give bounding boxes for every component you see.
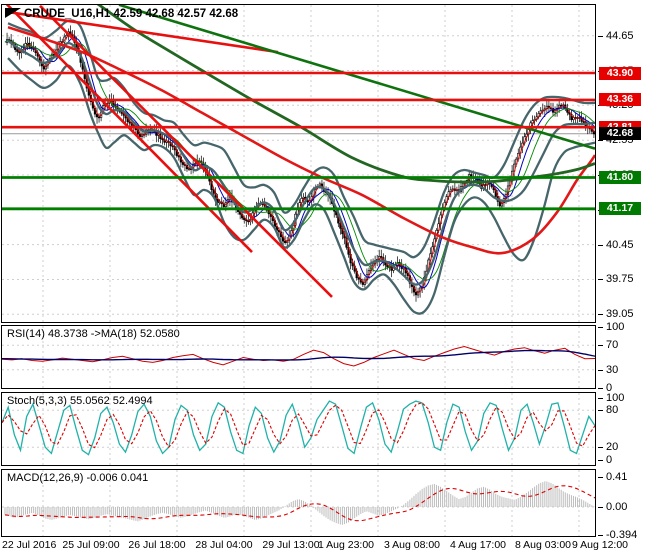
stoch-tick-dash [598, 410, 603, 411]
price-tick: 39.05 [606, 308, 634, 320]
price-tick-dash [598, 245, 603, 246]
chart-title: CRUDE_U16,H1 42.59 42.68 42.57 42.68 [24, 8, 239, 20]
macd-label: MACD(12,26,9) -0.006 0.041 [7, 472, 149, 484]
stoch-k-line [2, 400, 595, 456]
macd-tick-dash [598, 535, 603, 536]
stoch-d-line [2, 402, 595, 449]
rsi-tick-dash [598, 327, 603, 328]
support-resistance-lines[interactable] [2, 71, 595, 211]
macd-canvas[interactable] [2, 470, 595, 536]
rsi-tick: 100 [606, 321, 625, 333]
price-tick: 44.65 [606, 30, 634, 42]
macd-tick-dash [598, 477, 603, 478]
stochastic-label: Stoch(5,3,3) 55.0562 52.4994 [7, 395, 153, 407]
grid [2, 393, 595, 465]
stoch-tick: 80 [606, 404, 619, 416]
macd-tick: 0.00 [606, 501, 628, 513]
macd-panel[interactable]: MACD(12,26,9) -0.006 0.041 [1, 469, 596, 537]
stoch-tick-dash [598, 447, 603, 448]
macd-signal-line [4, 485, 595, 522]
stoch-tick-dash [598, 460, 603, 461]
price-tick-dash [598, 314, 603, 315]
grid [2, 470, 595, 536]
price-tick-dash [598, 279, 603, 280]
price-level-badge: 43.90 [599, 67, 641, 80]
stoch-tick: 20 [606, 441, 619, 453]
symbol-marker-icon [5, 8, 21, 18]
time-axis-label: 4 Aug 17:00 [449, 539, 507, 551]
time-axis-label: 29 Jul 13:00 [262, 539, 320, 551]
price-tick: 39.75 [606, 273, 634, 285]
macd-tick: 0.41 [606, 471, 628, 483]
price-tick-dash [598, 140, 603, 141]
rsi-ma-line [2, 349, 595, 361]
price-chart-canvas[interactable] [2, 5, 595, 322]
price-level-badge: 41.17 [599, 202, 641, 215]
macd-tick: -0.394 [606, 529, 638, 541]
stoch-tick-dash [598, 398, 603, 399]
stochastic-canvas[interactable] [2, 393, 595, 465]
rsi-tick: 70 [606, 339, 619, 351]
rsi-tick-dash [598, 388, 603, 389]
time-axis-label: 9 Aug 12:00 [571, 539, 629, 551]
rsi-line [2, 345, 595, 367]
time-axis-label: 8 Aug 03:00 [514, 539, 572, 551]
stoch-tick: 0 [606, 454, 613, 466]
time-axis-label: 28 Jul 04:00 [195, 539, 253, 551]
time-axis: 22 Jul 2016 25 Jul 09:00 26 Jul 18:00 28 Ju… [0, 539, 660, 555]
stoch-tick: 100 [606, 392, 625, 404]
rsi-panel[interactable]: RSI(14) 48.3738 ->MA(18) 52.0580 [1, 325, 596, 389]
time-axis-label: 1 Aug 23:00 [317, 539, 375, 551]
grid [2, 326, 595, 388]
price-level-badge: 41.80 [599, 171, 641, 184]
time-axis-label: 25 Jul 09:00 [62, 539, 120, 551]
macd-tick-dash [598, 507, 603, 508]
rsi-label: RSI(14) 48.3738 ->MA(18) 52.0580 [7, 328, 180, 340]
price-tick: 40.45 [606, 239, 634, 251]
time-axis-label: 26 Jul 18:00 [128, 539, 186, 551]
macd-histogram [4, 481, 595, 525]
rsi-tick-dash [598, 345, 603, 346]
price-axis: 44.6543.9543.2542.5541.8541.1540.4539.75… [598, 0, 660, 560]
rsi-tick: 30 [606, 364, 619, 376]
rsi-tick: 0 [606, 382, 613, 394]
main-chart-panel[interactable]: CRUDE_U16,H1 42.59 42.68 42.57 42.68 [1, 4, 596, 323]
price-tick-dash [598, 36, 603, 37]
stochastic-panel[interactable]: Stoch(5,3,3) 55.0562 52.4994 [1, 392, 596, 466]
price-level-badge: 42.68 [599, 127, 641, 140]
time-axis-label: 3 Aug 08:00 [383, 539, 441, 551]
time-axis-label: 22 Jul 2016 [2, 539, 57, 551]
rsi-canvas[interactable] [2, 326, 595, 388]
price-level-badge: 43.36 [599, 93, 641, 106]
rsi-tick-dash [598, 370, 603, 371]
